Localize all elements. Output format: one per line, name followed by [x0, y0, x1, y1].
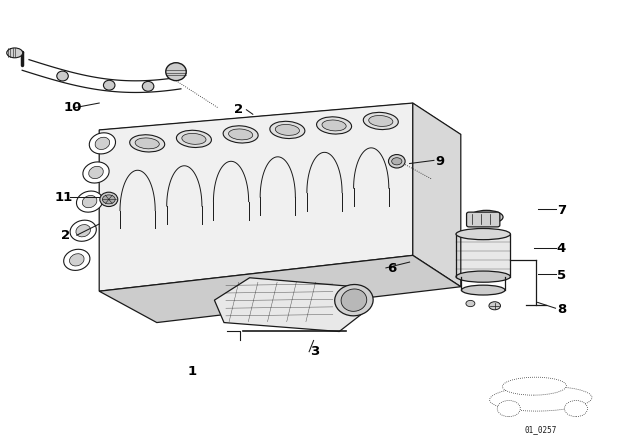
- Text: 01_0257: 01_0257: [525, 425, 557, 434]
- Ellipse shape: [223, 126, 258, 143]
- Polygon shape: [99, 103, 413, 291]
- Circle shape: [564, 401, 588, 417]
- Ellipse shape: [388, 155, 405, 168]
- Polygon shape: [413, 103, 461, 287]
- Ellipse shape: [341, 289, 367, 311]
- Text: 7: 7: [557, 204, 566, 217]
- FancyBboxPatch shape: [467, 212, 500, 227]
- Ellipse shape: [100, 192, 118, 207]
- Ellipse shape: [317, 117, 351, 134]
- Text: 3: 3: [310, 345, 319, 358]
- Ellipse shape: [70, 220, 97, 241]
- Ellipse shape: [83, 195, 97, 208]
- Ellipse shape: [456, 271, 511, 282]
- Circle shape: [102, 195, 115, 204]
- Ellipse shape: [322, 120, 346, 131]
- Ellipse shape: [57, 71, 68, 81]
- Ellipse shape: [6, 48, 23, 58]
- Ellipse shape: [76, 191, 103, 212]
- Text: 5: 5: [557, 269, 566, 282]
- Text: 1: 1: [188, 365, 196, 379]
- Text: 8: 8: [557, 302, 566, 316]
- Ellipse shape: [490, 386, 592, 411]
- Circle shape: [392, 158, 402, 165]
- Ellipse shape: [275, 125, 300, 135]
- Ellipse shape: [70, 254, 84, 266]
- Text: 6: 6: [387, 262, 396, 276]
- Ellipse shape: [461, 285, 505, 295]
- Ellipse shape: [83, 162, 109, 183]
- Polygon shape: [99, 255, 461, 323]
- Ellipse shape: [166, 63, 186, 81]
- Circle shape: [489, 302, 500, 310]
- Ellipse shape: [142, 82, 154, 91]
- Ellipse shape: [228, 129, 253, 140]
- Ellipse shape: [89, 133, 116, 154]
- Text: 2: 2: [234, 103, 243, 116]
- Ellipse shape: [470, 211, 503, 224]
- Ellipse shape: [89, 166, 103, 179]
- Ellipse shape: [177, 130, 211, 147]
- Ellipse shape: [95, 137, 109, 150]
- Ellipse shape: [456, 228, 511, 240]
- Text: 2: 2: [61, 228, 70, 242]
- Ellipse shape: [182, 134, 206, 144]
- Ellipse shape: [135, 138, 159, 149]
- Circle shape: [497, 401, 520, 417]
- Polygon shape: [99, 103, 461, 161]
- Polygon shape: [214, 278, 368, 332]
- Ellipse shape: [369, 116, 393, 126]
- Ellipse shape: [104, 80, 115, 90]
- Ellipse shape: [502, 377, 566, 395]
- Ellipse shape: [270, 121, 305, 138]
- Ellipse shape: [130, 135, 164, 152]
- Text: 9: 9: [435, 155, 444, 168]
- Text: 4: 4: [557, 242, 566, 255]
- Ellipse shape: [63, 249, 90, 271]
- Ellipse shape: [335, 284, 373, 316]
- Circle shape: [466, 300, 475, 306]
- Text: 10: 10: [64, 101, 83, 114]
- Ellipse shape: [364, 112, 398, 129]
- Ellipse shape: [76, 224, 90, 237]
- Text: 11: 11: [54, 190, 73, 204]
